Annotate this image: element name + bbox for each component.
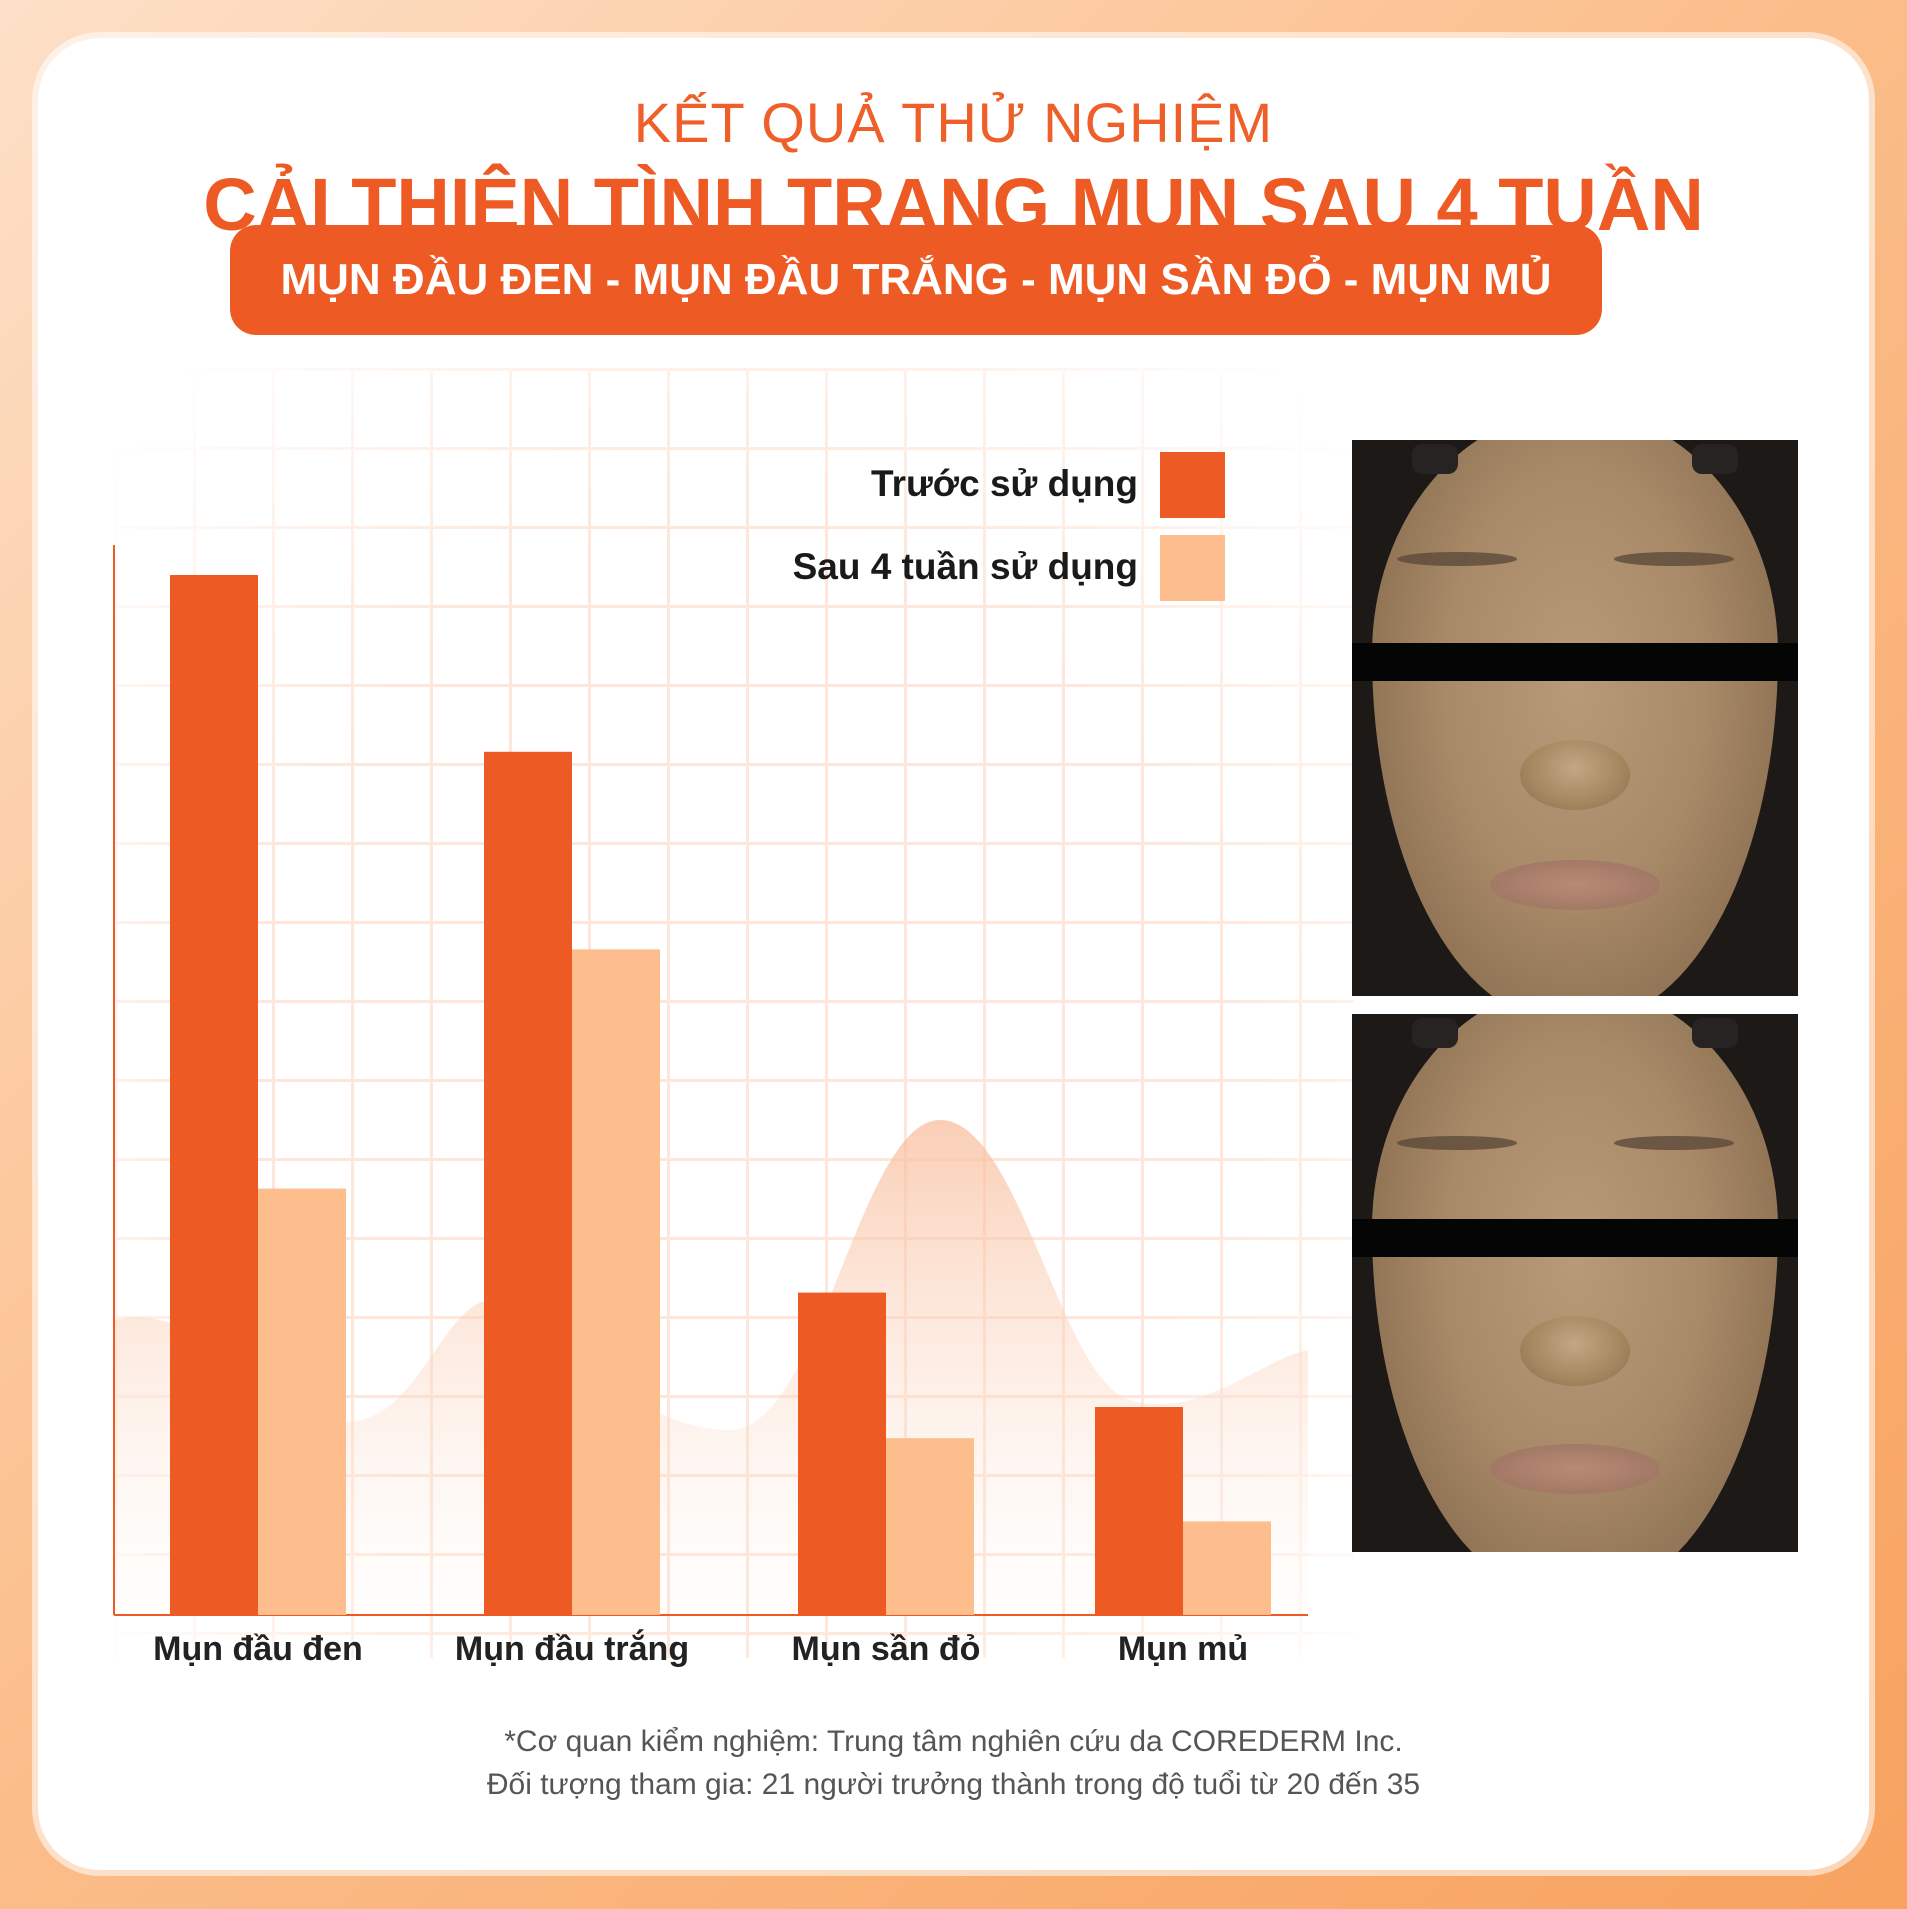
eyebrow-left <box>1397 552 1517 566</box>
eyebrow-right <box>1614 1136 1734 1150</box>
bar-before <box>170 575 258 1615</box>
x-tick-label: Mụn sần đỏ <box>792 1630 981 1668</box>
bar-before <box>1095 1407 1183 1615</box>
bar-before <box>484 751 572 1615</box>
lips <box>1490 1444 1660 1494</box>
eye-censor-bar <box>1352 643 1798 681</box>
x-tick-label: Mụn đầu đen <box>153 1630 363 1668</box>
bar-after <box>1183 1521 1271 1615</box>
page-subtitle: KẾT QUẢ THỬ NGHIỆM <box>633 91 1274 154</box>
eyebrow-left <box>1397 1136 1517 1150</box>
eyebrow-right <box>1614 552 1734 566</box>
lips <box>1490 860 1660 910</box>
face-shape <box>1372 440 1778 996</box>
banner-text: MỤN ĐẦU ĐEN - MỤN ĐẦU TRẮNG - MỤN SẦN ĐỎ… <box>280 255 1552 304</box>
headband-clip-right <box>1692 444 1738 474</box>
legend-swatch <box>1160 535 1225 601</box>
x-tick-label: Mụn đầu trắng <box>455 1630 689 1668</box>
legend-label: Trước sử dụng <box>871 463 1138 504</box>
bar-before <box>798 1292 886 1615</box>
x-tick-label: Mụn mủ <box>1118 1630 1248 1668</box>
face-after-photo <box>1352 1014 1798 1552</box>
bar-after <box>258 1188 346 1615</box>
legend-label: Sau 4 tuần sử dụng <box>793 546 1138 587</box>
nose <box>1520 740 1630 810</box>
bar-after <box>886 1438 974 1615</box>
legend-swatch <box>1160 452 1225 518</box>
decorative-wave <box>114 1120 1308 1615</box>
bar-after <box>572 949 660 1615</box>
acne-types-banner: MỤN ĐẦU ĐEN - MỤN ĐẦU TRẮNG - MỤN SẦN ĐỎ… <box>230 225 1602 335</box>
face-before-photo <box>1352 440 1798 996</box>
headband-clip-right <box>1692 1018 1738 1048</box>
footnote-line-2: Đối tượng tham gia: 21 người trưởng thàn… <box>486 1768 1421 1801</box>
eye-censor-bar <box>1352 1219 1798 1257</box>
headband-clip-left <box>1412 1018 1458 1048</box>
headband-clip-left <box>1412 444 1458 474</box>
footnote-line-1: *Cơ quan kiểm nghiệm: Trung tâm nghiên c… <box>504 1725 1403 1758</box>
nose <box>1520 1316 1630 1386</box>
